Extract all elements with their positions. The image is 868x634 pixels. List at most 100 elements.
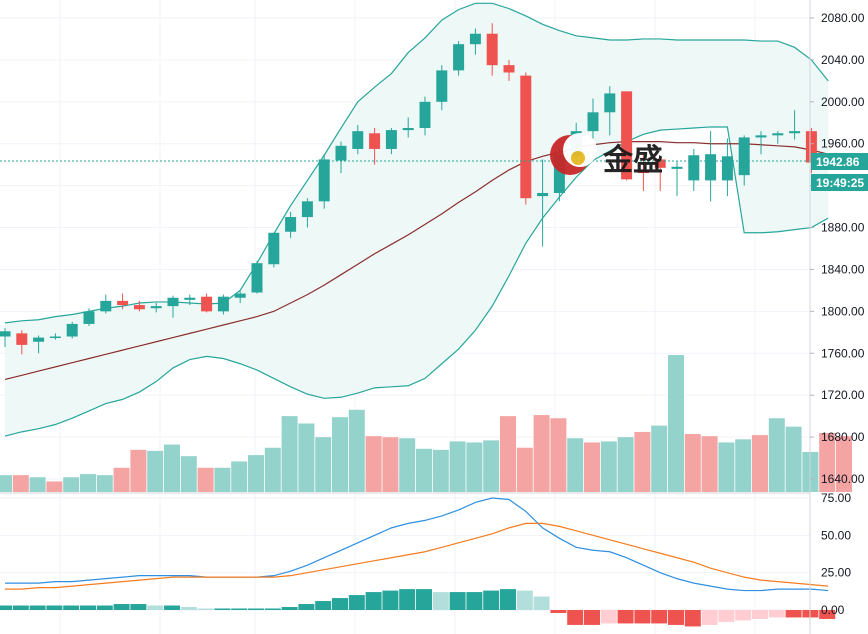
candle-body [789,131,801,134]
histogram-bar [180,607,197,610]
price-axis[interactable]: 2080.002040.002000.001960.001920.001880.… [810,11,865,486]
candle-body [369,133,381,149]
candle-body [419,101,431,129]
candles [0,23,834,355]
histogram-bar [130,604,147,610]
volume-bars [0,355,852,492]
candle-body [486,33,498,66]
volume-bar [701,436,718,492]
bollinger-band-fill [5,3,829,437]
volume-bar [214,467,231,492]
histogram-bar [164,605,180,610]
histogram-bar [668,610,684,625]
upper-band-line [4,2,829,324]
histogram-bar [63,605,80,610]
candle-body [671,166,683,169]
oscillator-tick-label: 25.00 [821,566,851,580]
candle-body [637,169,649,174]
volume-bar [567,438,584,492]
candle-body [335,145,347,161]
volume-bar [248,455,264,492]
price-tick-label: 1720.00 [821,388,865,402]
candle-body [234,293,246,298]
volume-bar [684,434,701,492]
price-badge-value: 1942.86 [816,155,860,169]
price-tick-label: 2080.00 [821,11,865,25]
candle-body [385,130,397,149]
oscillator-tick-label: 50.00 [821,528,851,542]
oscillator-slow-line [5,522,829,590]
price-badge-bg [811,153,868,170]
histogram-bar [449,592,466,610]
candle-body [268,232,280,265]
candle-body [469,33,481,45]
volume-bar [584,442,600,492]
histogram-bar [248,608,264,610]
volume-bar [231,461,248,492]
candle-body [83,311,95,324]
candle-body [66,323,78,337]
histogram-bar [752,610,768,619]
histogram-bar [533,596,550,610]
candle-body [133,305,145,310]
candle-body [33,337,45,342]
candle-body [772,133,784,136]
oscillator-tick-label: 0.00 [821,603,845,617]
oscillator-axis[interactable]: 75.00 50.00 25.00 0.00 [821,491,851,617]
candle-body [167,297,179,307]
candle-body [217,296,229,312]
histogram-bar [466,592,483,610]
volume-bar [533,415,550,492]
volume-bar [0,475,12,492]
volume-bar [399,438,416,492]
volume-bar [449,441,466,492]
volume-bar [332,417,348,492]
volume-bar [382,437,399,492]
volume-bar [281,416,298,492]
volume-bar [80,474,96,492]
volume-bar [651,425,668,492]
histogram-bar [416,589,432,610]
price-tick-label: 2000.00 [821,95,865,109]
histogram-bar [785,610,802,618]
candle-body [755,135,767,138]
histogram-bar [500,589,516,610]
candle-body [604,93,616,113]
candle-body [251,263,263,293]
histogram-bar [516,590,533,610]
histogram-bar [600,610,617,624]
candle-body [688,155,700,181]
oscillator-histogram [0,589,836,627]
volume-bar [96,475,113,492]
histogram-bar [819,610,836,619]
candle-body [318,159,330,202]
jinsheng-logo-icon [550,133,597,175]
volume-bar [735,439,752,492]
candle-body [738,137,750,176]
watermark-text: 金盛 [602,143,663,178]
price-tick-label: 1680.00 [821,430,865,444]
volume-bar [819,432,836,492]
histogram-bar [29,605,46,610]
price-tick-label: 1640.00 [821,472,865,486]
volume-bar [768,418,785,492]
histogram-bar [348,595,365,610]
histogram-bar [768,610,785,618]
histogram-bar [231,608,248,610]
volume-bar [836,436,852,492]
bollinger-lines [4,2,829,437]
price-tick-label: 1960.00 [821,137,865,151]
histogram-bar [96,605,113,610]
candle-body [537,192,549,197]
candle-body [285,217,297,232]
volume-bar [147,450,164,492]
volume-bar [180,456,197,492]
histogram-bar [315,601,332,610]
volume-bar [365,436,382,492]
histogram-bar [634,610,651,624]
histogram-bar [584,610,600,625]
histogram-bar [550,610,567,613]
histogram-bar [684,610,701,627]
histogram-bar [382,590,399,610]
